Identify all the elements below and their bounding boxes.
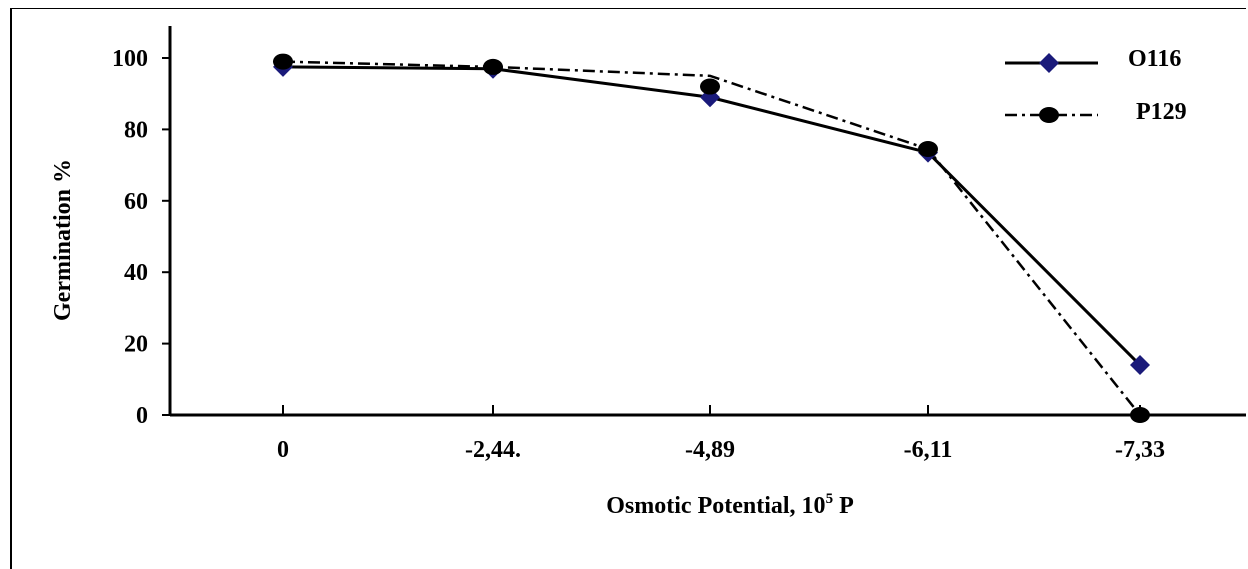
- y-ticks: 0 20 40 60 80 100: [112, 46, 170, 429]
- legend-item-o116: O116: [1005, 46, 1181, 73]
- y-tick-label: 0: [136, 403, 148, 429]
- point-p129: [1130, 407, 1150, 423]
- y-tick-label: 40: [124, 260, 148, 286]
- legend-label-p129: P129: [1136, 99, 1187, 125]
- x-tick-label: -4,89: [685, 437, 735, 463]
- x-tick-label: -6,11: [904, 437, 953, 463]
- x-axis-title-main: Osmotic Potential, 10: [606, 493, 825, 519]
- point-p129: [273, 53, 293, 70]
- y-tick-label: 100: [112, 46, 148, 72]
- axes: [168, 26, 1246, 417]
- y-tick-label: 60: [124, 189, 148, 215]
- point-p129: [918, 141, 938, 158]
- x-axis-title-sup: 5: [826, 491, 834, 507]
- series-line-o116: [282, 65, 1142, 367]
- y-tick-label: 20: [124, 332, 148, 358]
- x-tick-label: -7,33: [1115, 437, 1165, 463]
- x-tick-label: 0: [277, 437, 289, 463]
- series-layer: [273, 53, 1150, 423]
- x-axis-title: Osmotic Potential, 105 P: [606, 491, 853, 519]
- chart-frame: [10, 8, 1246, 569]
- legend-marker-p129: [1039, 107, 1059, 123]
- legend-label-o116: O116: [1128, 46, 1181, 72]
- legend: O116 P129: [1005, 46, 1187, 125]
- x-axis-title-suffix: P: [833, 493, 854, 519]
- legend-marker-o116: [1039, 53, 1059, 73]
- point-o116: [1130, 355, 1150, 376]
- legend-item-p129: P129: [1005, 99, 1187, 125]
- series-line-p129: [282, 60, 1141, 416]
- y-axis-title: Germination %: [50, 159, 76, 321]
- point-p129: [483, 58, 503, 75]
- point-p129: [700, 78, 720, 95]
- x-ticks: 0 -2,44. -4,89 -6,11 -7,33: [277, 405, 1165, 463]
- y-tick-label: 80: [124, 117, 148, 143]
- x-tick-label: -2,44.: [465, 437, 521, 463]
